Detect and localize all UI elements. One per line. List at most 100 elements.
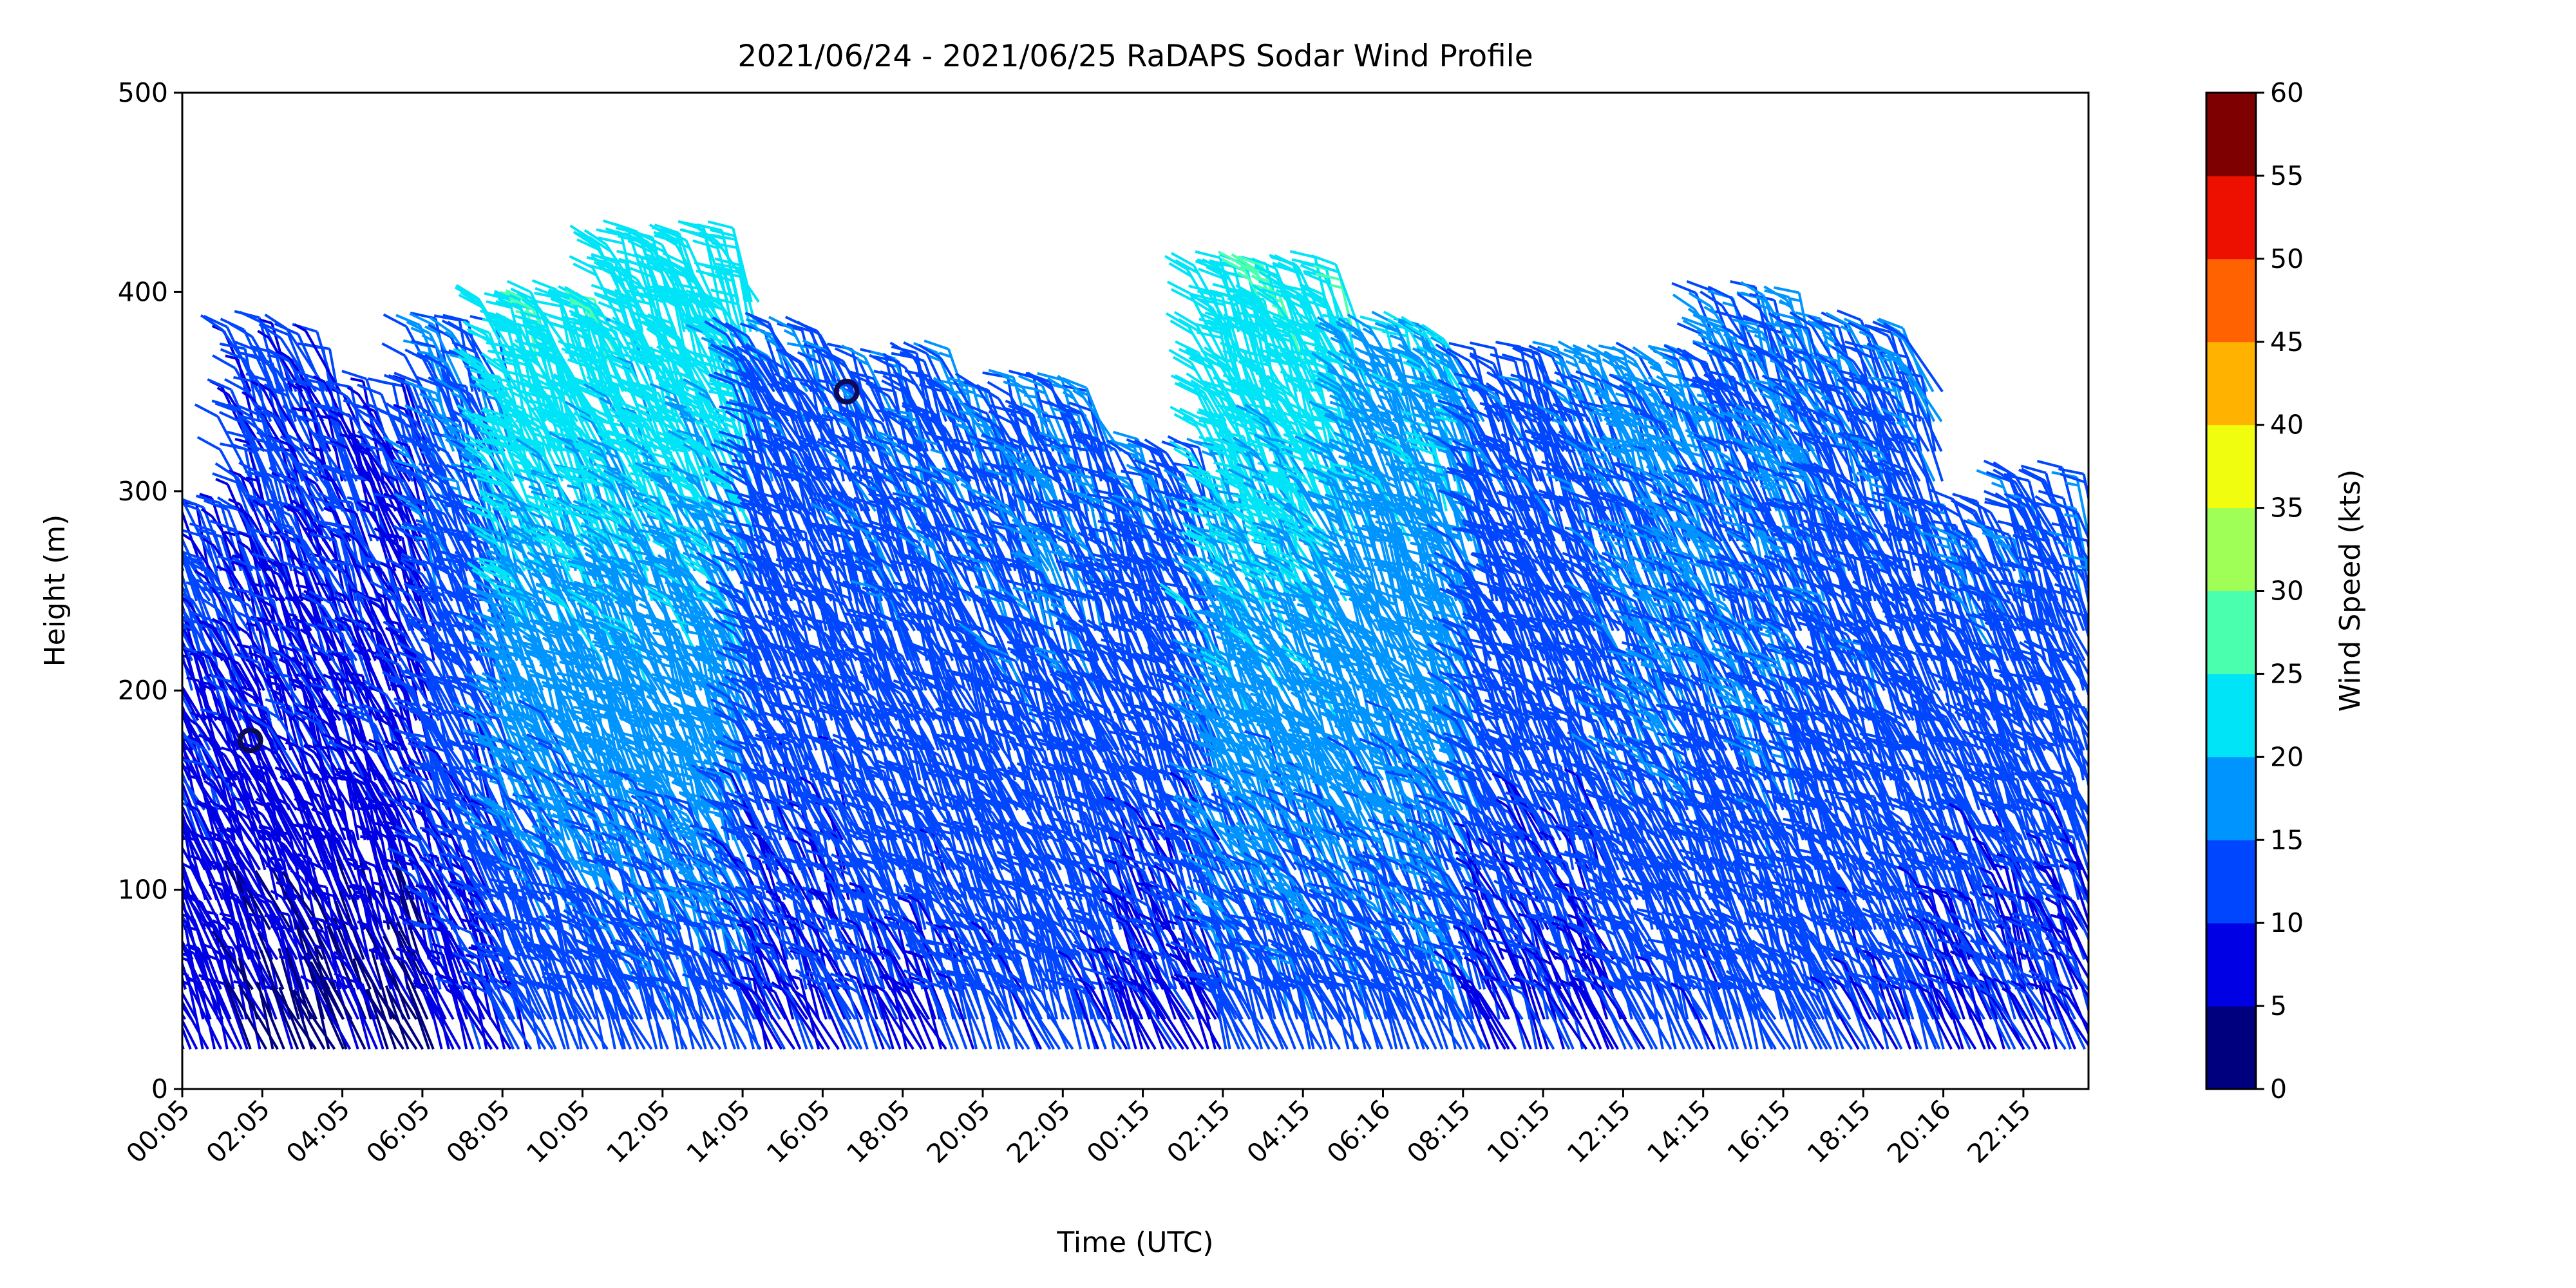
wind-barb xyxy=(311,926,348,990)
wind-barb xyxy=(379,994,418,1050)
wind-barb xyxy=(182,913,222,990)
wind-barb xyxy=(182,737,211,781)
wind-barb xyxy=(278,948,300,1020)
wind-barb xyxy=(278,987,305,1050)
wind-barb xyxy=(292,989,336,1050)
wind-barb xyxy=(506,650,553,721)
wind-barb xyxy=(393,954,440,1020)
wind-barb xyxy=(182,1003,193,1020)
wind-barb xyxy=(404,520,466,601)
wind-barb xyxy=(310,862,354,931)
wind-barb xyxy=(239,415,298,482)
wind-barb xyxy=(232,864,271,931)
wind-barb xyxy=(182,804,185,811)
wind-barb xyxy=(413,984,455,1050)
wind-barb xyxy=(294,323,341,393)
wind-barb xyxy=(356,448,397,512)
wind-barb xyxy=(303,744,354,811)
chart-title: 2021/06/24 - 2021/06/25 RaDAPS Sodar Win… xyxy=(737,39,1533,74)
wind-barb xyxy=(481,352,541,422)
wind-barb xyxy=(447,983,499,1050)
wind-barb xyxy=(182,942,205,990)
wind-barb xyxy=(182,655,185,661)
wind-barb xyxy=(434,558,493,632)
wind-barb xyxy=(383,474,417,542)
wind-barb xyxy=(182,781,205,841)
wind-barb xyxy=(434,972,475,1050)
wind-barb xyxy=(182,806,213,871)
wind-barb xyxy=(182,760,191,781)
wind-barb xyxy=(182,947,224,1020)
wind-barb xyxy=(378,790,444,871)
wind-barb xyxy=(182,502,223,572)
wind-barb xyxy=(325,521,366,601)
wind-barb xyxy=(270,688,311,751)
wind-barb xyxy=(182,743,200,781)
wind-barb xyxy=(182,619,187,632)
wind-barb xyxy=(254,870,292,931)
wind-barb xyxy=(242,433,290,512)
wind-barb xyxy=(274,837,324,901)
wind-barb xyxy=(238,508,285,572)
wind-barb xyxy=(257,932,285,990)
wind-barb xyxy=(182,999,209,1050)
wind-barb xyxy=(247,714,304,781)
wind-barb xyxy=(190,855,231,931)
wind-barb xyxy=(189,557,250,632)
wind-barb xyxy=(351,743,397,811)
wind-barb xyxy=(260,598,303,661)
wind-barb xyxy=(289,900,324,960)
wind-barb xyxy=(309,961,345,1020)
wind-barb xyxy=(420,672,475,751)
wind-barb xyxy=(196,436,255,512)
wind-barb xyxy=(363,860,403,931)
wind-barb xyxy=(302,955,337,1020)
wind-barb xyxy=(293,714,345,781)
wind-barb xyxy=(481,615,539,692)
wind-barb xyxy=(270,889,319,960)
wind-barb xyxy=(457,404,522,482)
wind-barb xyxy=(505,289,559,363)
wind-barb xyxy=(269,645,332,721)
wind-barb xyxy=(258,323,317,393)
wind-barb xyxy=(281,925,325,990)
wind-barb xyxy=(465,980,520,1050)
wind-barb xyxy=(271,442,331,512)
wind-barb xyxy=(350,712,404,781)
wind-barb xyxy=(341,920,383,990)
wind-barb xyxy=(182,565,185,572)
wind-barb xyxy=(347,861,397,931)
wind-barb xyxy=(294,382,337,452)
wind-barb xyxy=(399,959,429,1020)
wind-barb xyxy=(288,642,350,721)
wind-barb xyxy=(341,893,370,960)
wind-barb xyxy=(312,925,337,990)
wind-barb xyxy=(227,804,279,871)
wind-barb xyxy=(518,978,566,1050)
wind-barb xyxy=(419,855,468,931)
wind-barb xyxy=(369,580,429,661)
wind-barb xyxy=(337,735,390,811)
wind-barb xyxy=(214,462,280,542)
wind-barb xyxy=(361,830,405,900)
wind-barb xyxy=(253,895,298,960)
wind-barb xyxy=(319,858,359,931)
wind-barb xyxy=(224,889,266,960)
wind-barb xyxy=(281,626,330,692)
wind-barb xyxy=(265,864,310,931)
wind-barb xyxy=(431,563,486,632)
wind-barb xyxy=(444,950,486,1020)
wind-barb xyxy=(368,739,404,811)
wind-barb xyxy=(182,1024,192,1050)
wind-barb xyxy=(430,794,478,871)
wind-barb xyxy=(220,804,272,871)
wind-barb xyxy=(270,925,305,990)
wind-barb xyxy=(242,943,292,1020)
wind-barb xyxy=(490,975,554,1050)
wind-barb xyxy=(462,983,512,1050)
wind-barb xyxy=(215,587,267,661)
wind-barb xyxy=(285,596,317,661)
wind-barb xyxy=(258,826,311,901)
wind-barb xyxy=(276,797,323,871)
